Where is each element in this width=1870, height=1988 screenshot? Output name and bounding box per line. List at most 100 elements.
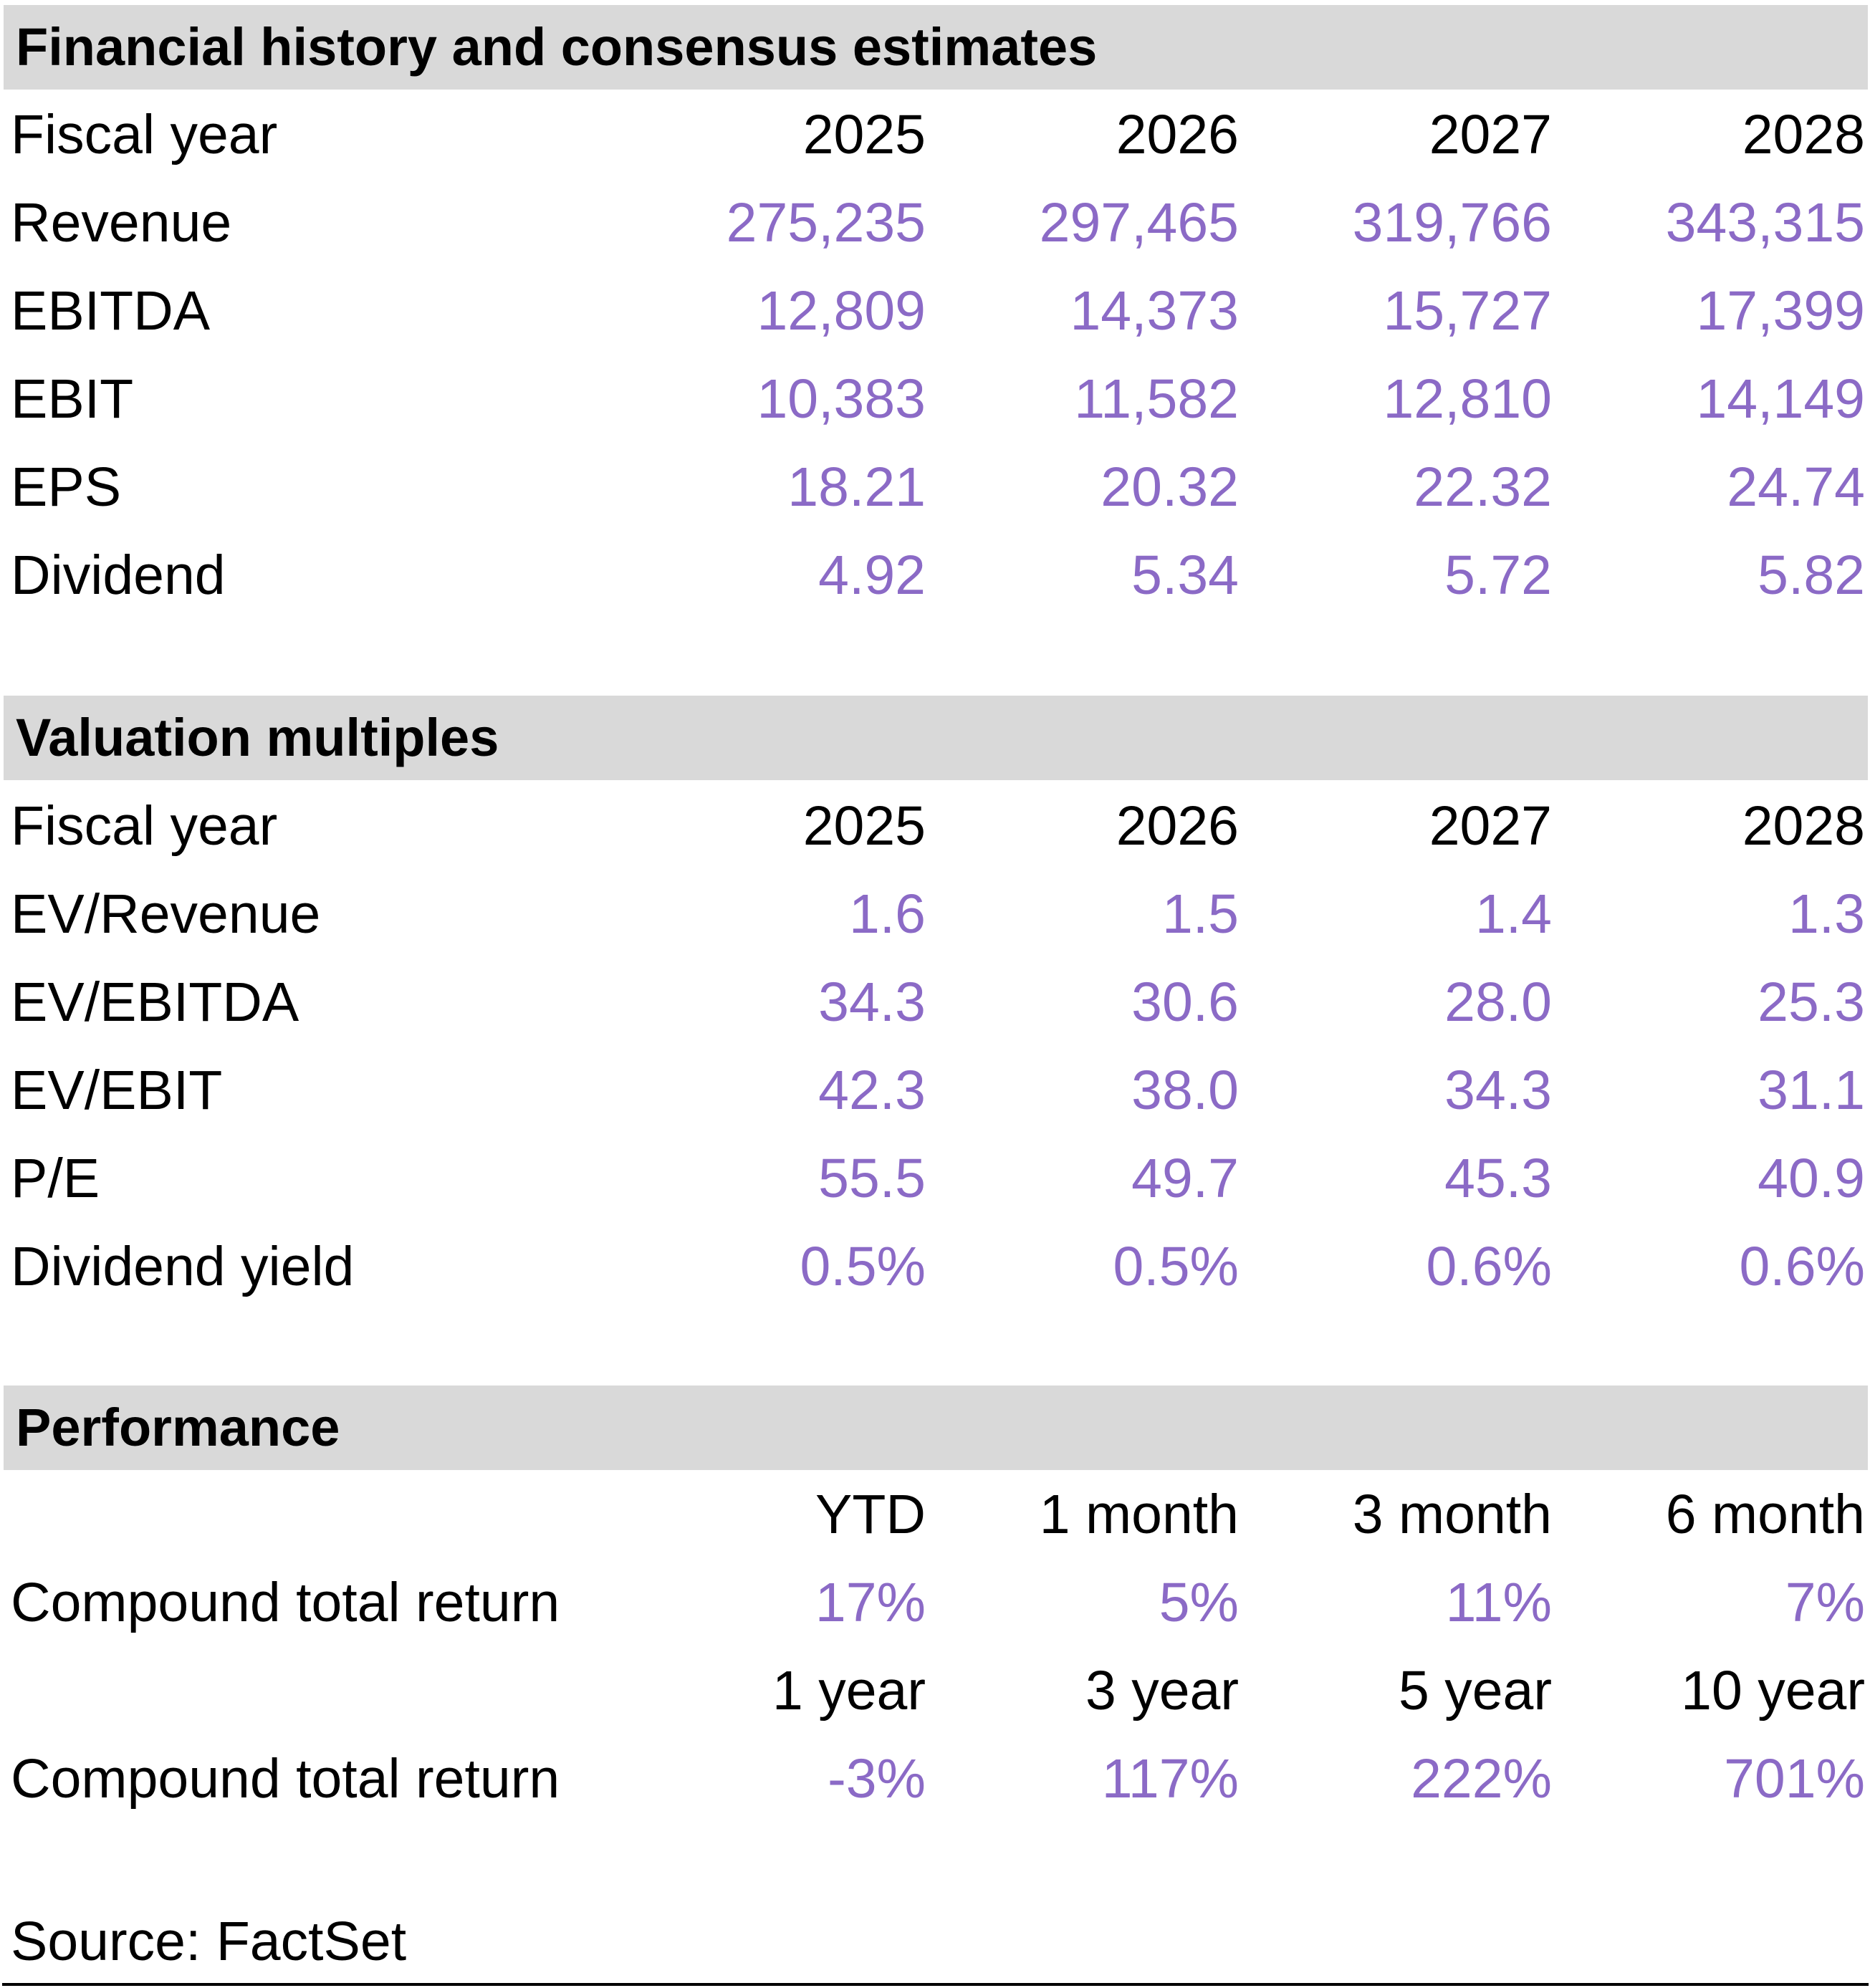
col-header: 2026: [1116, 104, 1239, 165]
col-header: 2026: [1116, 795, 1239, 857]
table-row: Dividend 4.92 5.34 5.72 5.82: [11, 532, 1865, 620]
cell-value: 28.0: [1444, 971, 1552, 1033]
cell-value: 0.5%: [1113, 1236, 1239, 1297]
table-row: EV/Revenue 1.6 1.5 1.4 1.3: [11, 870, 1865, 959]
row-label: [11, 1647, 613, 1735]
col-header: 2025: [802, 795, 926, 857]
col-header: 2028: [1742, 104, 1865, 165]
cell-value: -3%: [828, 1748, 926, 1810]
cell-value: 343,315: [1665, 192, 1865, 254]
cell-value: 7%: [1785, 1572, 1865, 1633]
table-row: EPS 18.21 20.32 22.32 24.74: [11, 443, 1865, 532]
cell-value: 319,766: [1352, 192, 1552, 254]
cell-value: 34.3: [818, 971, 926, 1033]
table-row: Compound total return -3% 117% 222% 701%: [11, 1735, 1865, 1823]
col-header: 1 year: [772, 1660, 926, 1722]
performance-table: YTD 1 month 3 month 6 month Compound tot…: [11, 1471, 1865, 1823]
row-label: EV/EBITDA: [11, 971, 299, 1033]
section-title: Valuation multiples: [16, 708, 499, 767]
table-row: Revenue 275,235 297,465 319,766 343,315: [11, 179, 1865, 267]
cell-value: 42.3: [818, 1060, 926, 1121]
cell-value: 20.32: [1101, 456, 1239, 518]
table-header-row: 1 year 3 year 5 year 10 year: [11, 1647, 1865, 1735]
row-label: Fiscal year: [11, 795, 278, 857]
section-header-valuation-multiples: Valuation multiples: [4, 696, 1868, 780]
cell-value: 117%: [1101, 1748, 1239, 1810]
cell-value: 12,809: [757, 280, 926, 342]
cell-value: 49.7: [1131, 1148, 1239, 1209]
col-header: 10 year: [1681, 1660, 1865, 1722]
cell-value: 22.32: [1414, 456, 1552, 518]
cell-value: 5%: [1159, 1572, 1239, 1633]
section-title: Performance: [16, 1398, 340, 1457]
cell-value: 1.4: [1475, 883, 1552, 945]
section-title: Financial history and consensus estimate…: [16, 17, 1098, 77]
cell-value: 0.5%: [800, 1236, 926, 1297]
row-label: Compound total return: [11, 1572, 560, 1633]
row-label: Fiscal year: [11, 104, 278, 165]
col-header: YTD: [815, 1484, 926, 1545]
section-header-performance: Performance: [4, 1386, 1868, 1470]
row-label: Dividend yield: [11, 1236, 355, 1297]
col-header: 1 month: [1039, 1484, 1239, 1545]
row-label: EBITDA: [11, 280, 211, 342]
col-header: 3 year: [1085, 1660, 1239, 1722]
cell-value: 0.6%: [1426, 1236, 1552, 1297]
cell-value: 31.1: [1758, 1060, 1865, 1121]
cell-value: 24.74: [1727, 456, 1865, 518]
cell-value: 34.3: [1444, 1060, 1552, 1121]
row-label: Compound total return: [11, 1748, 560, 1810]
cell-value: 14,149: [1696, 368, 1865, 430]
cell-value: 55.5: [818, 1148, 926, 1209]
table-row: EBITDA 12,809 14,373 15,727 17,399: [11, 267, 1865, 355]
table-header-row: Fiscal year 2025 2026 2027 2028: [11, 91, 1865, 179]
cell-value: 5.82: [1758, 544, 1865, 606]
col-header: 5 year: [1398, 1660, 1552, 1722]
row-label: [11, 1471, 613, 1559]
cell-value: 18.21: [787, 456, 926, 518]
cell-value: 1.6: [848, 883, 926, 945]
table-row: P/E 55.5 49.7 45.3 40.9: [11, 1135, 1865, 1223]
cell-value: 0.6%: [1739, 1236, 1865, 1297]
col-header: 3 month: [1352, 1484, 1552, 1545]
table-row: EV/EBITDA 34.3 30.6 28.0 25.3: [11, 959, 1865, 1047]
cell-value: 275,235: [726, 192, 926, 254]
cell-value: 25.3: [1758, 971, 1865, 1033]
source-attribution: Source: FactSet: [11, 1911, 407, 1972]
cell-value: 12,810: [1383, 368, 1552, 430]
col-header: 2027: [1429, 795, 1552, 857]
col-header: 2025: [802, 104, 926, 165]
cell-value: 11,582: [1074, 368, 1239, 430]
row-label: P/E: [11, 1148, 100, 1209]
cell-value: 17,399: [1696, 280, 1865, 342]
cell-value: 5.72: [1444, 544, 1552, 606]
cell-value: 4.92: [818, 544, 926, 606]
cell-value: 17%: [815, 1572, 926, 1633]
table-header-row: Fiscal year 2025 2026 2027 2028: [11, 782, 1865, 870]
col-header: 2027: [1429, 104, 1552, 165]
row-label: Revenue: [11, 192, 232, 254]
table-header-row: YTD 1 month 3 month 6 month: [11, 1471, 1865, 1559]
row-label: EV/EBIT: [11, 1060, 223, 1121]
cell-value: 701%: [1724, 1748, 1865, 1810]
cell-value: 38.0: [1131, 1060, 1239, 1121]
cell-value: 222%: [1411, 1748, 1552, 1810]
table-row: Dividend yield 0.5% 0.5% 0.6% 0.6%: [11, 1223, 1865, 1311]
row-label: EV/Revenue: [11, 883, 321, 945]
cell-value: 1.3: [1788, 883, 1865, 945]
bottom-divider: [2, 1983, 1869, 1986]
cell-value: 40.9: [1758, 1148, 1865, 1209]
cell-value: 45.3: [1444, 1148, 1552, 1209]
col-header: 6 month: [1665, 1484, 1865, 1545]
table-row: Compound total return 17% 5% 11% 7%: [11, 1559, 1865, 1647]
table-row: EV/EBIT 42.3 38.0 34.3 31.1: [11, 1047, 1865, 1135]
row-label: Dividend: [11, 544, 226, 606]
row-label: EBIT: [11, 368, 134, 430]
cell-value: 10,383: [757, 368, 926, 430]
cell-value: 30.6: [1131, 971, 1239, 1033]
cell-value: 1.5: [1161, 883, 1239, 945]
cell-value: 5.34: [1131, 544, 1239, 606]
section-header-financial-history: Financial history and consensus estimate…: [4, 5, 1868, 90]
cell-value: 14,373: [1070, 280, 1239, 342]
